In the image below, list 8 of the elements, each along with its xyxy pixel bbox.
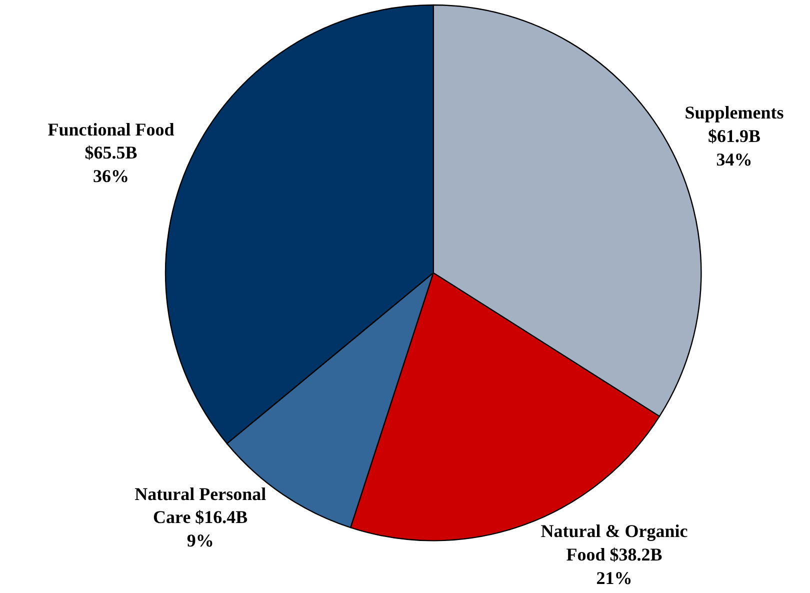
data-label: 21% — [596, 568, 632, 588]
slice-label: Natural & Organic Food $38.2B — [540, 521, 688, 564]
data-label: 34% — [716, 149, 752, 170]
slice-label: Natural Personal Care $16.4B — [134, 484, 266, 528]
slice-label: Functional Food $65.5B — [48, 119, 174, 163]
data-label: 9% — [186, 530, 214, 551]
slice-label: Supplements $61.9B — [684, 102, 784, 146]
data-label: 36% — [93, 166, 130, 186]
